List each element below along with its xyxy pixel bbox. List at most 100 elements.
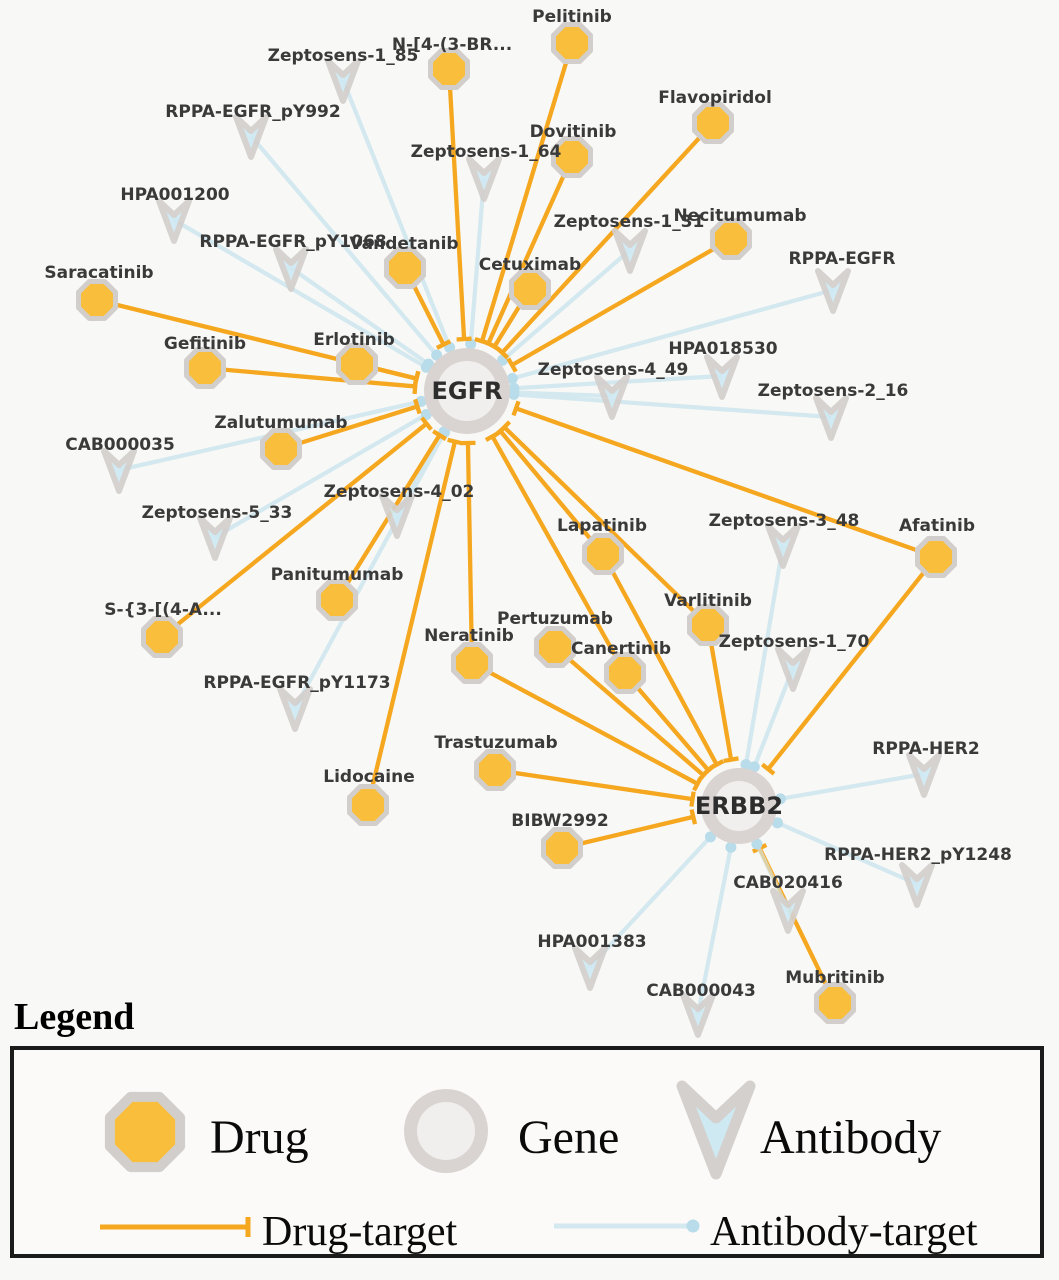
node-label-RPPA-EGFR_pY992: RPPA-EGFR_pY992: [165, 102, 340, 122]
node-label-Zalutumumab: Zalutumumab: [214, 413, 347, 433]
node-label-Erlotinib: Erlotinib: [313, 330, 395, 350]
antibody-target-edge: [513, 392, 832, 420]
antibody-target-edge: [213, 412, 428, 539]
edge-endpoint-dot: [725, 841, 737, 853]
antibody-node-RPPA-HER2: [906, 752, 942, 798]
drug-node-N-[4-(3-BR...: [428, 48, 470, 90]
node-label-Varlitinib: Varlitinib: [664, 591, 752, 611]
antibody-target-edge: [752, 667, 795, 768]
drug-target-edge: [479, 42, 575, 342]
gene-node-inner: [437, 361, 497, 421]
antibody-node-HPA001383: [572, 945, 608, 991]
node-label-Neratinib: Neratinib: [424, 626, 514, 646]
drug-target-edge: [365, 441, 457, 806]
node-label-Gefitinib: Gefitinib: [164, 334, 246, 354]
node-label-N-[4-(3-BR...: N-[4-(3-BR...: [392, 35, 512, 55]
edge-endpoint-dot: [465, 338, 477, 350]
antibody-node-Zeptosens-1_64: [466, 156, 502, 202]
node-label-Zeptosens-4_02: Zeptosens-4_02: [324, 482, 475, 502]
drug-node-Mubritinib: [814, 982, 856, 1024]
drug-node-Lapatinib: [582, 533, 624, 575]
antibody-chevron-icon: [676, 1080, 756, 1180]
node-label-Trastuzumab: Trastuzumab: [434, 733, 557, 753]
drug-target-tee: [484, 430, 501, 442]
node-label-CAB000043: CAB000043: [646, 981, 756, 1001]
node-label-Afatinib: Afatinib: [899, 516, 975, 536]
drug-target-edge: [510, 237, 733, 367]
drug-node-Canertinib: [604, 652, 646, 694]
node-label-RPPA-EGFR_pY1068: RPPA-EGFR_pY1068: [199, 232, 386, 252]
drug-target-edge: [280, 404, 418, 452]
drug-target-tee: [435, 339, 452, 350]
gene-core-shape: [417, 1102, 475, 1160]
gene-label-EGFR: EGFR: [432, 377, 503, 405]
antibody-node-HPA001200: [156, 198, 192, 244]
node-label-Vandetanib: Vandetanib: [349, 234, 458, 254]
node-label-Zeptosens-1_64: Zeptosens-1_64: [411, 142, 562, 162]
edge-endpoint-dot: [751, 838, 763, 850]
drug-node-Pelitinib: [551, 22, 593, 64]
edge-endpoint-dot: [431, 349, 443, 361]
node-label-RPPA-HER2: RPPA-HER2: [872, 739, 979, 759]
antibody-target-edge: [501, 248, 632, 362]
antibody-node-Zeptosens-3_48: [765, 523, 801, 569]
drug-target-tee: [456, 336, 472, 342]
edge-endpoint-dot: [422, 358, 434, 370]
node-label-Pelitinib: Pelitinib: [532, 7, 612, 27]
drug-node-Afatinib: [915, 536, 957, 578]
drug-node-BIBW2992: [541, 827, 583, 869]
drug-node-Vandetanib: [384, 247, 426, 289]
drug-target-tee: [511, 400, 521, 417]
edge-endpoint-dot: [774, 793, 786, 805]
legend-antibody-target-label: Antibody-target: [710, 1209, 978, 1255]
drug-node-Pertuzumab: [534, 626, 576, 668]
antibody-target-edge: [289, 266, 430, 366]
node-label-Lapatinib: Lapatinib: [557, 516, 647, 536]
drug-target-tee: [723, 756, 739, 764]
drug-node-Cetuximab: [509, 268, 551, 310]
antibody-target-edge: [513, 390, 613, 399]
antibody-target-edge: [172, 218, 428, 370]
edge-endpoint-dot: [748, 761, 760, 773]
node-label-Flavopiridol: Flavopiridol: [658, 88, 772, 108]
drug-target-tee: [689, 791, 696, 807]
drug-target-edge: [486, 156, 574, 345]
node-label-HPA018530: HPA018530: [668, 339, 777, 359]
drug-target-edge: [502, 425, 710, 627]
edge-endpoint-dot: [508, 388, 520, 400]
drug-target-edge: [705, 624, 734, 761]
antibody-target-edge: [588, 835, 713, 969]
antibody-target-dot: [686, 1219, 700, 1233]
drug-node-S-{3-[(4-A...: [141, 616, 183, 658]
edge-endpoint-dot: [704, 831, 716, 843]
drug-node-Saracatinib: [76, 279, 118, 321]
drug-target-tee: [412, 370, 421, 387]
node-label-Mubritinib: Mubritinib: [785, 968, 884, 988]
antibody-target-edge: [743, 544, 786, 765]
node-label-Zeptosens-1_85: Zeptosens-1_85: [268, 46, 419, 66]
node-label-CAB000035: CAB000035: [65, 435, 175, 455]
node-label-HPA001200: HPA001200: [120, 185, 229, 205]
drug-target-tee: [420, 416, 433, 431]
drug-node-Dovitinib: [551, 136, 593, 178]
drug-node-Necitumumab: [710, 218, 752, 260]
drug-target-tee: [696, 768, 710, 783]
antibody-target-edge: [341, 79, 452, 349]
drug-target-edge: [465, 442, 475, 664]
node-label-Canertinib: Canertinib: [571, 639, 671, 659]
antibody-chevron-shape: [676, 1080, 756, 1180]
drug-target-edge: [160, 421, 428, 639]
node-label-Pertuzumab: Pertuzumab: [497, 609, 613, 629]
legend-title: Legend: [14, 996, 135, 1038]
node-label-Zeptosens-5_33: Zeptosens-5_33: [142, 503, 293, 523]
edge-endpoint-dot: [506, 372, 518, 384]
drug-node-Varlitinib: [687, 604, 729, 646]
edge-endpoint-dot: [740, 759, 752, 771]
node-label-Lidocaine: Lidocaine: [323, 767, 415, 787]
gene-label-ERBB2: ERBB2: [695, 792, 783, 820]
node-label-CAB020416: CAB020416: [733, 873, 843, 893]
node-label-Zeptosens-1_70: Zeptosens-1_70: [719, 632, 870, 652]
edge-endpoint-dot: [771, 817, 783, 829]
drug-target-edge: [494, 767, 693, 802]
antibody-node-Zeptosens-1_85: [325, 58, 361, 104]
